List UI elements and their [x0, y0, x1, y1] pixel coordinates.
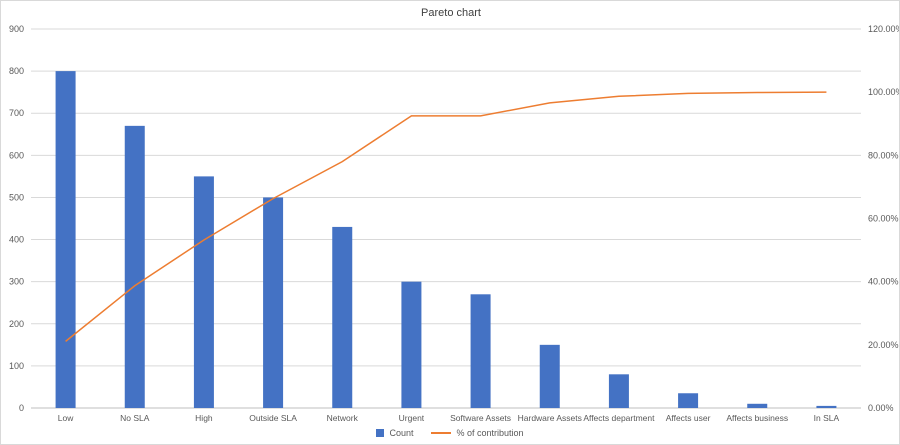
bar: [263, 197, 284, 408]
right-axis-tick-label: 0.00%: [868, 403, 894, 413]
right-axis-tick-label: 100.00%: [868, 87, 900, 97]
right-axis-tick-label: 40.00%: [868, 277, 899, 287]
bar: [608, 374, 629, 408]
x-axis-category-label: Hardware Assets: [518, 413, 582, 423]
bar: [470, 294, 491, 408]
x-axis-category-label: High: [195, 413, 213, 423]
x-axis-category-label: Affects user: [666, 413, 711, 423]
x-axis-category-label: Software Assets: [450, 413, 511, 423]
bar: [401, 281, 422, 408]
legend-label-pct: % of contribution: [456, 428, 524, 438]
legend-item-count: Count: [376, 428, 413, 438]
pct-line-swatch-icon: [431, 432, 452, 434]
legend-item-pct: % of contribution: [431, 428, 524, 438]
left-axis-tick-label: 300: [9, 277, 24, 287]
left-axis-tick-label: 700: [9, 108, 24, 118]
left-axis-tick-label: 200: [9, 319, 24, 329]
right-axis-tick-label: 120.00%: [868, 24, 900, 34]
bar: [332, 226, 353, 408]
count-swatch-icon: [376, 429, 385, 437]
left-axis-tick-label: 900: [9, 24, 24, 34]
right-axis-tick-label: 80.00%: [868, 150, 899, 160]
bar: [747, 403, 768, 408]
right-axis-tick-label: 60.00%: [868, 214, 899, 224]
chart-legend: Count % of contribution: [1, 428, 899, 438]
bar: [55, 71, 76, 408]
left-axis-tick-label: 800: [9, 66, 24, 76]
left-axis-tick-label: 0: [19, 403, 24, 413]
left-axis-tick-label: 100: [9, 361, 24, 371]
x-axis-category-label: Affects department: [583, 413, 655, 423]
cumulative-line: [65, 91, 827, 342]
bar: [816, 405, 837, 408]
bar: [678, 393, 699, 408]
legend-label-count: Count: [389, 428, 414, 438]
bar: [193, 176, 214, 408]
bar: [124, 125, 145, 408]
right-axis-tick-label: 20.00%: [868, 340, 899, 350]
x-axis-category-label: Network: [327, 413, 359, 423]
x-axis-category-label: Outside SLA: [249, 413, 297, 423]
x-axis-category-label: In SLA: [814, 413, 840, 423]
left-axis-tick-label: 400: [9, 235, 24, 245]
bar: [539, 344, 560, 408]
chart-title: Pareto chart: [421, 7, 481, 19]
x-axis-category-label: No SLA: [120, 413, 150, 423]
x-axis-category-label: Affects business: [726, 413, 788, 423]
x-axis-category-label: Low: [58, 413, 74, 423]
left-axis-tick-label: 600: [9, 150, 24, 160]
x-axis-category-label: Urgent: [399, 413, 425, 423]
left-axis-tick-label: 500: [9, 192, 24, 202]
